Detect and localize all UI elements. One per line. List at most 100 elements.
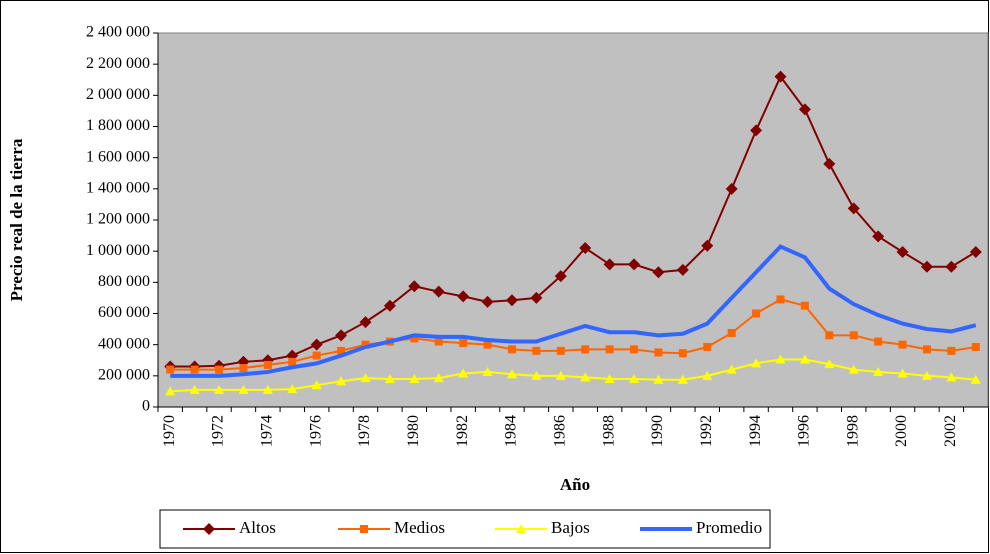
marker xyxy=(215,365,224,374)
y-tick-label: 1 000 000 xyxy=(86,242,150,259)
marker xyxy=(262,384,273,394)
x-tick-label: 1980 xyxy=(405,415,422,447)
marker xyxy=(752,309,761,318)
marker xyxy=(824,359,835,369)
legend-marker xyxy=(360,525,368,533)
marker xyxy=(408,280,421,293)
marker xyxy=(945,260,958,273)
marker xyxy=(335,329,348,342)
marker xyxy=(507,345,516,354)
marker xyxy=(482,366,493,376)
marker xyxy=(678,349,687,358)
y-tick-label: 400 000 xyxy=(98,335,150,352)
marker xyxy=(457,290,470,303)
marker xyxy=(360,373,371,383)
marker xyxy=(947,346,956,355)
x-tick-label: 1992 xyxy=(698,415,715,447)
x-tick-label: 1978 xyxy=(356,415,373,447)
marker xyxy=(311,380,322,390)
marker xyxy=(263,360,272,369)
marker xyxy=(654,348,663,357)
marker xyxy=(359,316,372,329)
x-tick-label: 2000 xyxy=(893,415,910,447)
marker xyxy=(190,365,199,374)
marker xyxy=(652,266,665,279)
marker xyxy=(312,351,321,360)
marker xyxy=(556,346,565,355)
marker xyxy=(896,245,909,258)
marker xyxy=(481,295,494,308)
legend-marker xyxy=(516,524,526,533)
x-tick-label: 1986 xyxy=(551,415,568,447)
marker xyxy=(825,331,834,340)
x-tick-label: 1982 xyxy=(454,415,471,447)
x-tick-label: 1972 xyxy=(210,415,227,447)
marker xyxy=(554,270,567,283)
marker xyxy=(776,295,785,304)
marker xyxy=(458,368,469,378)
marker xyxy=(238,384,249,394)
marker xyxy=(629,373,640,383)
y-tick-label: 2 400 000 xyxy=(86,24,150,41)
marker xyxy=(969,245,982,258)
marker xyxy=(287,384,298,394)
marker xyxy=(653,374,664,384)
marker xyxy=(922,345,931,354)
legend-marker-shape xyxy=(516,524,526,533)
y-tick-label: 1 200 000 xyxy=(86,211,150,228)
marker xyxy=(970,374,981,384)
marker xyxy=(434,337,443,346)
legend-marker-shape xyxy=(203,523,215,535)
marker xyxy=(605,345,614,354)
x-tick-label: 1974 xyxy=(259,415,276,447)
y-tick-label: 2 200 000 xyxy=(86,55,150,72)
x-tick-label: 1996 xyxy=(796,415,813,447)
marker xyxy=(628,258,641,271)
x-tick-label: 1994 xyxy=(747,415,764,447)
marker xyxy=(775,354,786,364)
marker xyxy=(383,299,396,312)
x-tick-label: 1998 xyxy=(844,415,861,447)
marker xyxy=(848,364,859,374)
series-line xyxy=(170,298,976,371)
marker xyxy=(751,358,762,368)
marker xyxy=(166,365,175,374)
marker xyxy=(384,373,395,383)
x-tick-label: 1988 xyxy=(600,415,617,447)
x-tick-label: 1970 xyxy=(161,415,178,447)
marker xyxy=(506,369,517,379)
marker xyxy=(750,124,763,137)
marker xyxy=(702,370,713,380)
y-tick-label: 1 600 000 xyxy=(86,148,150,165)
marker xyxy=(410,334,419,343)
marker xyxy=(432,285,445,298)
marker xyxy=(727,328,736,337)
marker xyxy=(946,372,957,382)
marker xyxy=(798,103,811,116)
marker xyxy=(849,331,858,340)
y-tick-label: 200 000 xyxy=(98,367,150,384)
marker xyxy=(725,182,738,195)
series-line xyxy=(170,244,977,378)
marker xyxy=(288,357,297,366)
marker xyxy=(483,340,492,349)
legend-label: Bajos xyxy=(551,518,590,537)
marker xyxy=(799,354,810,364)
series-line xyxy=(170,358,976,393)
marker xyxy=(530,291,543,304)
marker xyxy=(581,345,590,354)
legend-label: Medios xyxy=(394,518,445,537)
marker xyxy=(774,70,787,83)
marker xyxy=(872,230,885,243)
marker xyxy=(532,346,541,355)
marker xyxy=(579,242,592,255)
legend-label: Promedio xyxy=(696,518,762,537)
marker xyxy=(433,373,444,383)
marker xyxy=(531,370,542,380)
marker xyxy=(336,376,347,386)
y-tick-label: 0 xyxy=(142,398,150,415)
marker xyxy=(971,343,980,352)
marker xyxy=(701,239,714,252)
legend-marker xyxy=(203,523,215,535)
